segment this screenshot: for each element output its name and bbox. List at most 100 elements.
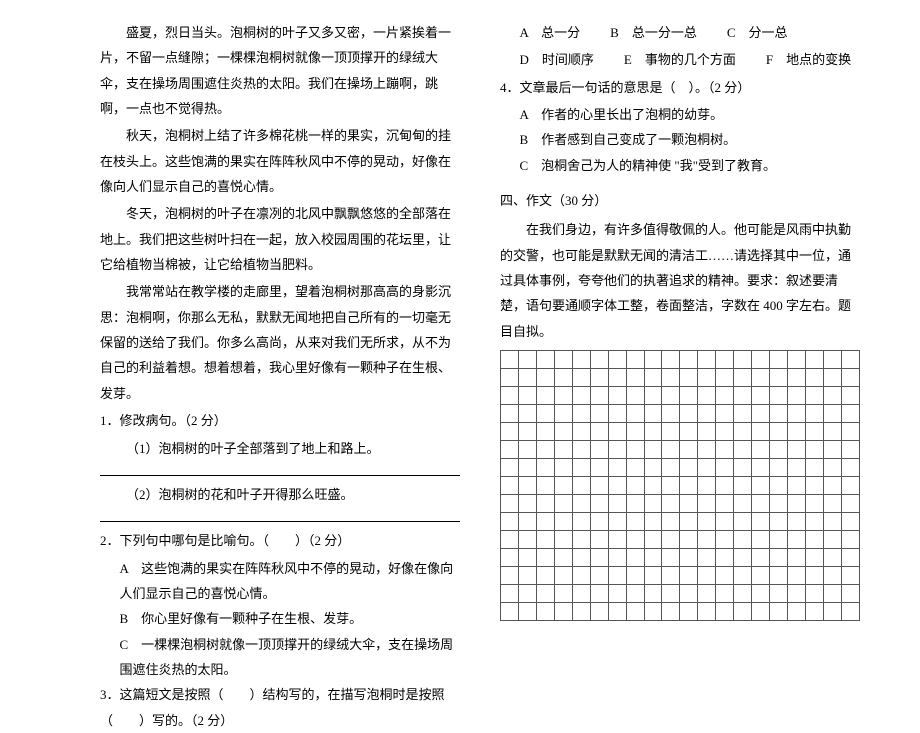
grid-cell [823, 423, 841, 441]
passage-p2: 秋天，泡桐树上结了许多棉花桃一样的果实，沉甸甸的挂在枝头上。这些饱满的果实在阵阵… [100, 123, 460, 199]
grid-cell [698, 441, 716, 459]
grid-cell [734, 513, 752, 531]
grid-cell [716, 513, 734, 531]
grid-cell [841, 585, 859, 603]
grid-cell [554, 405, 572, 423]
grid-cell [662, 495, 680, 513]
grid-cell [788, 405, 806, 423]
grid-cell [590, 513, 608, 531]
question-4: 4．文章最后一句话的意思是（ ）。（2 分） [500, 75, 860, 100]
grid-cell [501, 387, 519, 405]
grid-cell [841, 549, 859, 567]
grid-cell [841, 477, 859, 495]
grid-cell [626, 423, 644, 441]
grid-cell [823, 495, 841, 513]
grid-cell [501, 405, 519, 423]
grid-cell [805, 423, 823, 441]
grid-cell [680, 549, 698, 567]
grid-cell [608, 387, 626, 405]
passage-p1: 盛夏，烈日当头。泡桐树的叶子又多又密，一片紧挨着一片，不留一点缝隙；一棵棵泡桐树… [100, 20, 460, 121]
grid-cell [501, 369, 519, 387]
grid-cell [716, 603, 734, 621]
grid-cell [518, 513, 536, 531]
grid-cell [805, 549, 823, 567]
grid-cell [788, 423, 806, 441]
grid-cell [698, 567, 716, 585]
grid-cell [716, 477, 734, 495]
grid-cell [734, 423, 752, 441]
grid-cell [698, 423, 716, 441]
question-1: 1．修改病句。（2 分） [100, 408, 460, 433]
grid-cell [590, 441, 608, 459]
grid-cell [536, 369, 554, 387]
grid-cell [518, 531, 536, 549]
grid-cell [536, 405, 554, 423]
grid-cell [752, 513, 770, 531]
grid-cell [644, 549, 662, 567]
grid-cell [770, 603, 788, 621]
grid-cell [662, 423, 680, 441]
grid-cell [770, 477, 788, 495]
grid-cell [841, 405, 859, 423]
grid-cell [734, 495, 752, 513]
grid-cell [554, 513, 572, 531]
grid-cell [518, 549, 536, 567]
grid-cell [518, 351, 536, 369]
question-4c: C 泡桐舍己为人的精神使 "我"受到了教育。 [500, 153, 860, 178]
grid-cell [518, 567, 536, 585]
grid-cell [572, 567, 590, 585]
grid-cell [752, 405, 770, 423]
grid-cell [536, 585, 554, 603]
grid-cell [572, 603, 590, 621]
grid-cell [590, 495, 608, 513]
grid-cell [788, 549, 806, 567]
grid-cell [805, 351, 823, 369]
grid-cell [805, 477, 823, 495]
grid-cell [698, 477, 716, 495]
grid-cell [536, 549, 554, 567]
grid-cell [823, 441, 841, 459]
grid-cell [680, 477, 698, 495]
answer-line-2 [100, 521, 460, 522]
grid-cell [662, 585, 680, 603]
grid-cell [752, 549, 770, 567]
grid-cell [501, 585, 519, 603]
grid-cell [662, 513, 680, 531]
grid-cell [680, 387, 698, 405]
grid-cell [698, 405, 716, 423]
grid-cell [823, 603, 841, 621]
grid-cell [590, 387, 608, 405]
grid-cell [680, 423, 698, 441]
grid-cell [770, 567, 788, 585]
question-1a: （1）泡桐树的叶子全部落到了地上和路上。 [100, 436, 460, 461]
grid-cell [608, 477, 626, 495]
grid-cell [626, 531, 644, 549]
grid-cell [734, 459, 752, 477]
grid-cell [536, 531, 554, 549]
grid-cell [572, 531, 590, 549]
grid-cell [788, 351, 806, 369]
question-2b: B 你心里好像有一颗种子在生根、发芽。 [100, 606, 460, 631]
grid-cell [734, 603, 752, 621]
grid-cell [590, 405, 608, 423]
grid-cell [734, 477, 752, 495]
grid-cell [501, 549, 519, 567]
grid-cell [716, 387, 734, 405]
grid-cell [716, 351, 734, 369]
grid-cell [752, 531, 770, 549]
grid-cell [752, 423, 770, 441]
grid-cell [572, 495, 590, 513]
grid-cell [626, 495, 644, 513]
essay-prompt: 在我们身边，有许多值得敬佩的人。他可能是风雨中执勤的交警，也可能是默默无闻的清洁… [500, 217, 860, 344]
grid-cell [590, 423, 608, 441]
grid-cell [823, 387, 841, 405]
grid-cell [734, 351, 752, 369]
grid-cell [554, 549, 572, 567]
grid-cell [626, 585, 644, 603]
grid-cell [590, 459, 608, 477]
grid-cell [608, 459, 626, 477]
grid-cell [590, 477, 608, 495]
grid-cell [644, 531, 662, 549]
grid-cell [752, 603, 770, 621]
grid-cell [770, 549, 788, 567]
